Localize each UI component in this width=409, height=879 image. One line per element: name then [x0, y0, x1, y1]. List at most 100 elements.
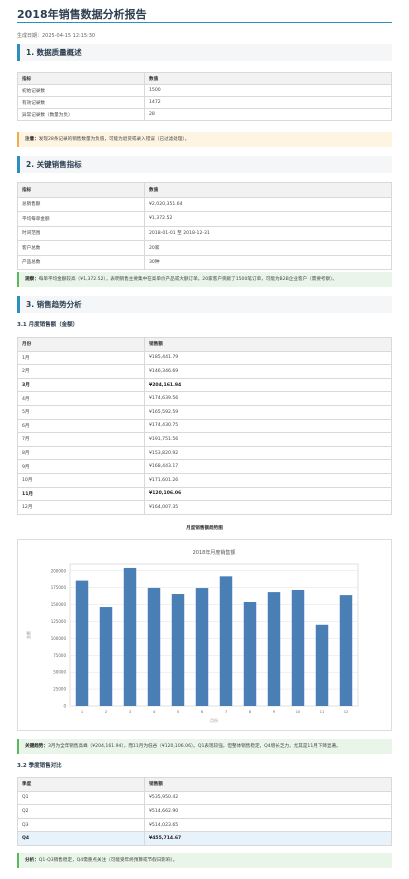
quarterly-header-row: 季度 销售额	[17, 777, 392, 792]
table-row: 初始记录数 1500	[17, 84, 392, 97]
subsection-monthly: 3.1 月度销售额（金额）	[17, 322, 79, 328]
table-row: 时间范围 2018-01-01 至 2018-12-31	[17, 225, 392, 241]
kpi-note-label: 观察：	[25, 277, 39, 282]
quarterly-table: 季度 销售额 Q1 ¥535,950.42 Q2 ¥514,662.90 Q3 ¥514,02…	[17, 777, 392, 846]
quality-note-label: 注意：	[25, 137, 39, 142]
x-tick-label: 7	[225, 710, 227, 714]
monthly-header-cell: 销售额	[144, 337, 392, 352]
table-row: 9月 ¥168,443.17	[17, 459, 392, 474]
table-cell: 有效记录数	[17, 96, 145, 109]
x-tick-label: 12	[344, 710, 349, 714]
table-cell: 20家	[144, 240, 392, 256]
quarterly-note-text: Q1-Q3销售稳定，Q4需重点关注（可能受年终预算或节假日影响）。	[38, 858, 178, 863]
table-cell: ¥204,161.94	[144, 377, 392, 393]
monthly-chart: 2018年月度销售额 0 25000 50000 75000 100000 125000 15…	[17, 539, 392, 731]
y-tick-label: 75000	[53, 653, 66, 658]
y-tick-label: 50000	[53, 670, 66, 675]
table-cell: ¥171,601.26	[144, 472, 392, 488]
x-axis-label: 月份	[210, 717, 218, 723]
table-cell: 2月	[17, 364, 145, 379]
table-cell: ¥455,714.67	[144, 831, 392, 846]
chart-inner-title: 2018年月度销售额	[193, 549, 236, 556]
table-row: 产品总数 30种	[17, 254, 392, 270]
quarterly-header-cell: 季度	[17, 777, 145, 792]
table-cell: 总销售额	[17, 196, 145, 212]
table-cell: 4月	[17, 391, 145, 406]
table-row: 5月 ¥165,592.59	[17, 404, 392, 420]
y-tick-label: 0	[63, 704, 66, 709]
quality-header-row: 指标 数值	[17, 72, 392, 85]
quarterly-header-cell: 销售额	[144, 777, 392, 792]
table-row: 10月 ¥171,601.26	[17, 472, 392, 488]
x-tick-label: 3	[129, 710, 131, 714]
y-tick-label: 200000	[51, 568, 67, 573]
section-trend: 3. 销售趋势分析	[17, 296, 392, 313]
table-cell: ¥174,639.56	[144, 391, 392, 406]
quality-note-text: 发现28条记录的销售数量为负值，可能为退货或录入错误（已过滤处理）。	[38, 137, 190, 142]
y-tick-label: 25000	[53, 687, 66, 692]
subsection-quarterly: 3.2 季度销售对比	[17, 763, 62, 769]
section-kpi: 2. 关键销售指标	[17, 156, 392, 173]
table-cell: 11月	[17, 486, 145, 502]
table-row: 1月 ¥185,441.79	[17, 350, 392, 366]
table-row: 4月 ¥174,639.56	[17, 391, 392, 406]
table-row: Q2 ¥514,662.90	[17, 804, 392, 819]
x-tick-label: 11	[320, 710, 325, 714]
quality-table: 指标 数值 初始记录数 1500 有效记录数 1472 异常记录数（数量为负） 28	[17, 72, 392, 121]
x-tick-label: 5	[177, 710, 179, 714]
table-cell: 3月	[17, 377, 145, 393]
monthly-header-row: 月份 销售额	[17, 337, 392, 352]
table-cell: ¥174,430.75	[144, 418, 392, 434]
x-tick-label: 1	[81, 710, 83, 714]
table-row: Q3 ¥514,023.65	[17, 817, 392, 833]
x-tick-label: 4	[153, 710, 156, 714]
table-cell: 10月	[17, 472, 145, 488]
bar-10	[291, 589, 305, 706]
monthly-header-cell: 月份	[17, 337, 145, 352]
monthly-chart-svg: 2018年月度销售额025000500007500010000012500015…	[25, 549, 359, 723]
table-cell: ¥535,950.42	[144, 790, 392, 806]
table-row: Q4 ¥455,714.67	[17, 831, 392, 846]
table-cell: 6月	[17, 418, 145, 434]
bar-8	[243, 601, 257, 706]
monthly-chart-title: 月度销售额趋势图	[186, 526, 223, 531]
table-cell: Q2	[17, 804, 145, 819]
table-cell: 12月	[17, 500, 145, 515]
table-cell: ¥165,592.59	[144, 404, 392, 420]
kpi-header-cell: 数值	[144, 182, 392, 198]
table-cell: 1500	[144, 84, 392, 97]
table-cell: 1月	[17, 350, 145, 366]
monthly-note-text: 3月为全年销售高峰（¥204,161.94），而11月为低谷（¥120,106.…	[47, 744, 341, 749]
table-cell: ¥514,023.65	[144, 817, 392, 833]
table-cell: ¥146,346.69	[144, 364, 392, 379]
table-row: 异常记录数（数量为负） 28	[17, 108, 392, 121]
bar-5	[171, 594, 185, 706]
monthly-note-label: 关键趋势：	[25, 744, 48, 749]
table-cell: ¥120,106.06	[144, 486, 392, 502]
table-cell: ¥1,372.52	[144, 211, 392, 227]
monthly-table: 月份 销售额 1月 ¥185,441.79 2月 ¥146,346.69 3月 ¥204,16…	[17, 337, 392, 515]
table-row: 有效记录数 1472	[17, 96, 392, 109]
bar-2	[99, 607, 113, 706]
x-tick-label: 8	[249, 710, 252, 714]
table-cell: ¥168,443.17	[144, 459, 392, 474]
table-cell: ¥185,441.79	[144, 350, 392, 366]
table-cell: 客户总数	[17, 240, 145, 256]
table-cell: 7月	[17, 432, 145, 447]
table-row: 8月 ¥153,820.92	[17, 445, 392, 461]
table-row: 12月 ¥164,007.35	[17, 500, 392, 515]
y-tick-label: 175000	[51, 585, 67, 590]
bar-7	[219, 576, 233, 706]
table-row: 7月 ¥191,751.56	[17, 432, 392, 447]
table-row: 3月 ¥204,161.94	[17, 377, 392, 393]
kpi-note: 观察：每单平均金额较高（¥1,372.52），表明销售主要集中在高单价产品或大额…	[17, 272, 392, 287]
table-row: 客户总数 20家	[17, 240, 392, 256]
kpi-header-row: 指标 数值	[17, 182, 392, 198]
table-cell: 5月	[17, 404, 145, 420]
x-tick-label: 10	[296, 710, 301, 714]
table-cell: 9月	[17, 459, 145, 474]
table-row: 11月 ¥120,106.06	[17, 486, 392, 502]
table-cell: ¥191,751.56	[144, 432, 392, 447]
table-cell: Q3	[17, 817, 145, 833]
